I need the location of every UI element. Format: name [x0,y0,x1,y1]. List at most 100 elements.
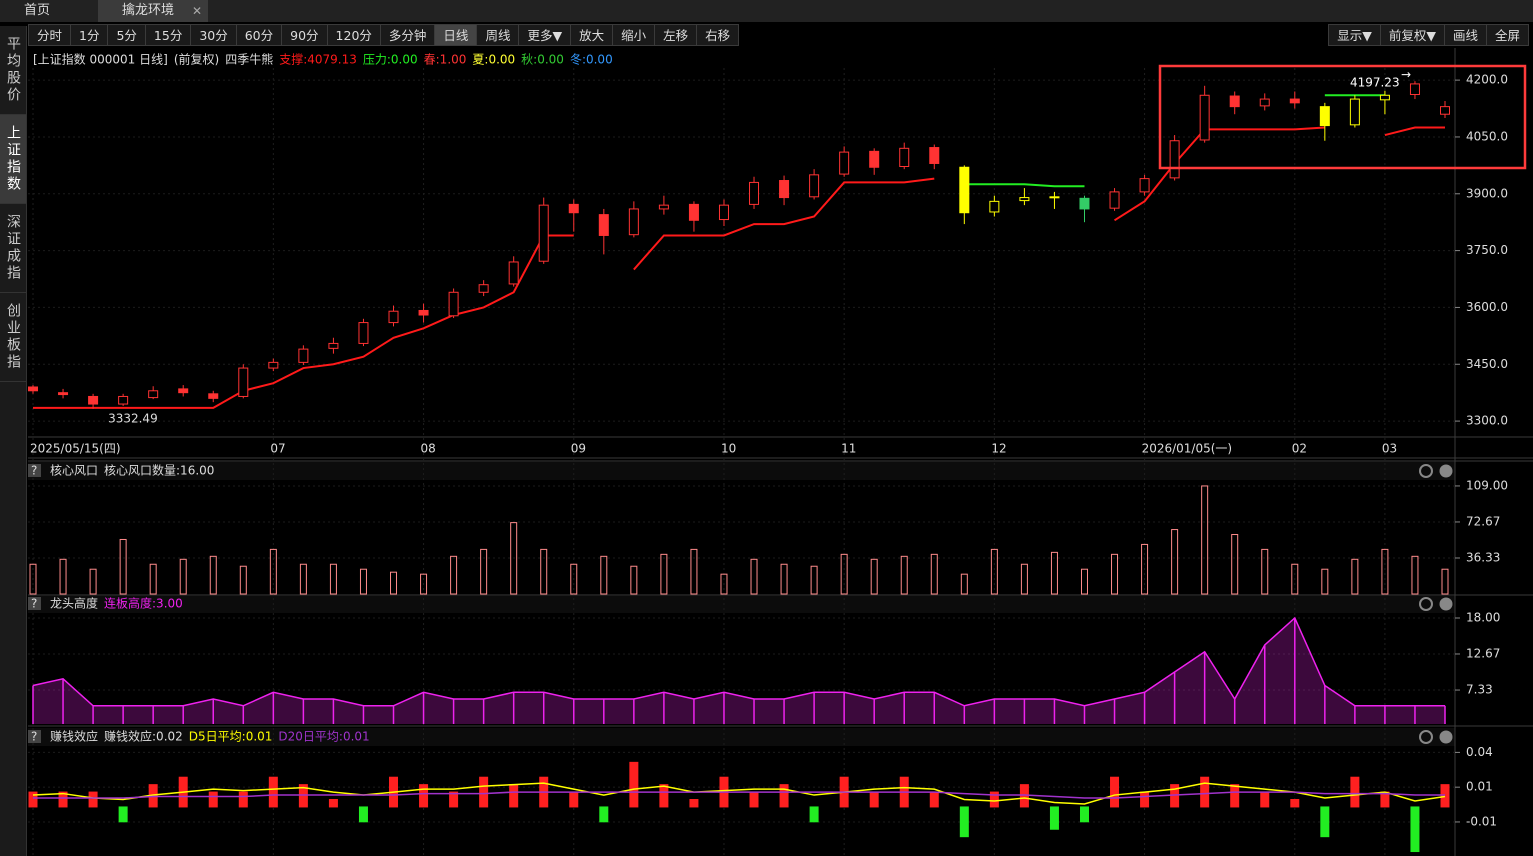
y-tick-label: -0.01 [1466,814,1497,828]
bar [59,558,67,595]
x-tick-label: 12 [991,442,1006,456]
highlight-box [1158,64,1527,170]
chart-subtitle: (前复权) [174,52,219,67]
toolbar-button[interactable]: 前复权▼ [1379,24,1445,46]
y-tick-label: 0.04 [1466,745,1493,759]
toolbar-button[interactable]: 分时 [28,24,72,46]
candle-body [1289,98,1300,104]
candle-body [358,322,369,344]
bar [780,563,788,595]
bar [1291,563,1299,595]
bar [1321,568,1329,595]
toolbar-button[interactable]: 放大 [570,24,614,46]
pane-header [28,462,1455,480]
toolbar-button[interactable]: 多分钟 [379,24,436,46]
bar [58,791,68,808]
candle-body [538,204,549,262]
toolbar-button[interactable]: 1分 [70,24,109,46]
bar [659,784,669,808]
bar [208,791,218,808]
bar [268,776,278,808]
toolbar-button[interactable]: 日线 [434,24,478,46]
sidebar-button[interactable]: 深证成指 [0,204,26,293]
toolbar-button[interactable]: 全屏 [1485,24,1529,46]
toolbar-button[interactable]: 缩小 [612,24,656,46]
y-tick-label: 36.33 [1466,550,1500,564]
y-tick-label: 3900.0 [1466,186,1508,200]
sidebar-button[interactable]: 创业板指 [0,293,26,382]
y-tick-label: 12.67 [1466,646,1500,660]
candle-body [1109,191,1120,209]
candle-body [328,342,339,349]
tab[interactable]: 首页 [24,3,51,18]
bar [509,784,519,808]
candle-body [28,386,38,392]
bar [599,806,609,823]
annotation: 4197.23 [1350,76,1400,90]
toolbar-button[interactable]: 5分 [107,24,146,46]
candle-body [929,147,940,164]
legend-entry: D20日平均:0.01 [278,730,369,744]
bar [570,563,578,595]
help-icon-text: ? [31,464,37,478]
pane-header [28,596,1455,613]
toolbar-button[interactable]: 15分 [144,24,192,46]
bar [960,573,968,595]
toolbar-button[interactable]: 120分 [326,24,381,46]
y-tick-label: 0.01 [1466,780,1493,794]
toolbar-button[interactable]: 90分 [281,24,328,46]
bar [390,571,398,595]
tab[interactable]: 擒龙环境 [98,0,209,22]
bar [990,548,998,595]
bar [1200,776,1210,808]
bar [119,538,127,595]
bar [1020,563,1028,595]
bar [989,791,999,808]
y-tick-label: 4200.0 [1466,73,1508,87]
bar [89,568,97,595]
bar [328,799,338,808]
annotation-arrow: → [1401,68,1411,82]
bar [660,553,668,595]
line [633,177,935,271]
toolbar-button[interactable]: 左移 [654,24,698,46]
legend-entry: 赚钱效应:0.02 [104,729,183,744]
bar [1261,548,1269,595]
toolbar-button[interactable]: 30分 [190,24,237,46]
bar [358,806,368,823]
candle-body [899,147,910,168]
bar [840,553,848,595]
toolbar-button[interactable]: 显示▼ [1328,24,1381,46]
help-icon-text: ? [31,730,37,744]
bar [1080,568,1088,595]
indicator-name: 四季牛熊 [225,52,273,67]
legend-entry: 压力:0.00 [363,53,418,67]
x-tick-label: 10 [721,442,736,456]
bar [149,563,157,595]
y-tick-label: 7.33 [1466,683,1493,697]
toolbar-button[interactable]: 画线 [1443,24,1487,46]
bar [869,791,879,808]
candle-body [1409,83,1420,96]
candle-body [1259,98,1270,107]
toolbar-button[interactable]: 60分 [235,24,283,46]
toolbar-button[interactable]: 更多▼ [518,24,572,46]
bar [1441,568,1449,595]
toolbar-right: 显示▼ 前复权▼ 画线 全屏 [1328,24,1529,46]
bar [1231,534,1239,595]
candle-body [1229,95,1240,108]
candle-body [508,261,519,285]
toolbar-button[interactable]: 右移 [696,24,740,46]
line [33,791,1445,799]
toolbar-button[interactable]: 周线 [476,24,520,46]
bar [1410,806,1420,853]
bar [750,558,758,595]
sidebar-button[interactable]: 平均股价 [0,26,26,115]
candle-body [118,395,129,405]
sidebar-button[interactable]: 上证指数 [0,115,26,204]
bar [600,555,608,595]
bar [419,784,429,808]
bar [1230,784,1240,808]
legend-entry: 支撑:4079.13 [279,52,357,67]
candle-body [208,393,219,399]
